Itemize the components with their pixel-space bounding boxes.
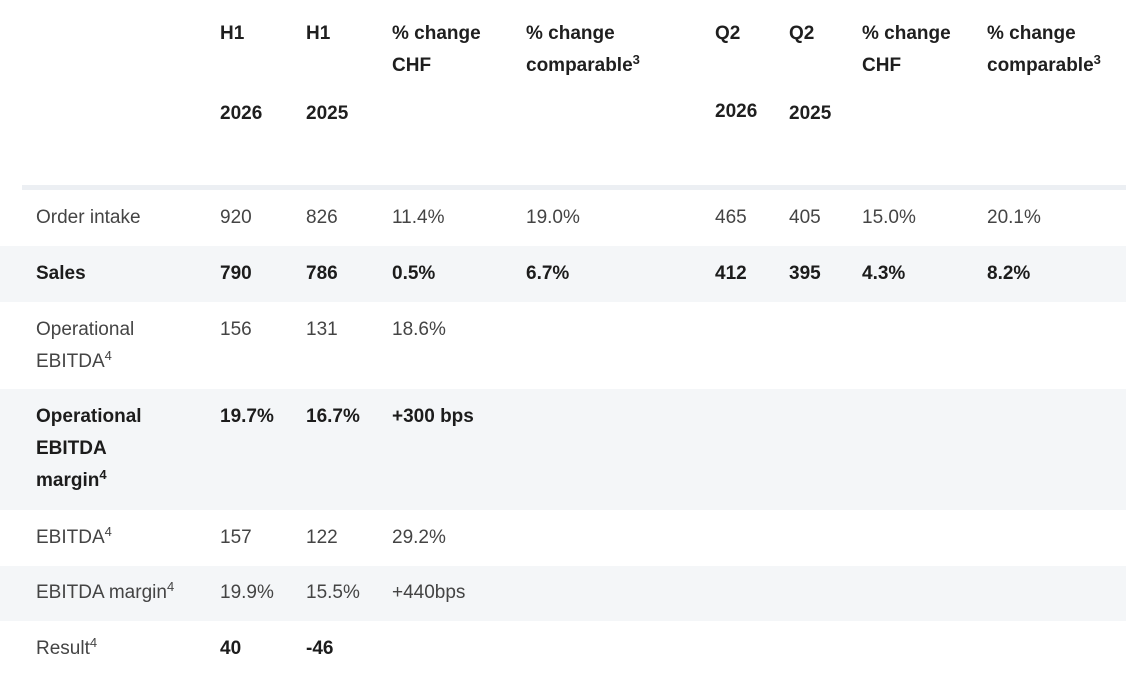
cell-h1-2026: 790 (220, 263, 252, 284)
cell-q2-2026: 465 (715, 207, 747, 228)
header-q2-2026: Q2 2026 (715, 23, 758, 122)
row-label: EBITDA margin4 (36, 579, 175, 603)
table-row-ebitda: EBITDA4 157 122 29.2% (0, 510, 1126, 566)
cell-q2-2025: 405 (789, 207, 821, 228)
row-label: EBITDA4 (36, 524, 112, 548)
row-label: Result4 (36, 635, 98, 659)
table-row-ebitda-margin: EBITDA margin4 19.9% 15.5% +440bps (0, 566, 1126, 621)
header-pct-change-comparable-q2: % change comparable3 (987, 23, 1101, 76)
row-label: Operational EBITDA4 (36, 319, 135, 372)
cell-h1-2026: 156 (220, 319, 252, 340)
cell-q2-2026: 412 (715, 263, 747, 284)
cell-pct-change-comparable-q2: 8.2% (987, 263, 1031, 284)
table-row-order-intake: Order intake 920 826 11.4% 19.0% 465 405… (0, 190, 1126, 246)
cell-pct-change-chf-h1: 0.5% (392, 263, 436, 284)
row-label: Order intake (36, 207, 141, 228)
cell-h1-2026: 157 (220, 527, 252, 548)
header-pct-change-comparable-h1: % change comparable3 (526, 23, 640, 76)
cell-h1-2025: 16.7% (306, 406, 360, 427)
cell-h1-2025: 826 (306, 207, 338, 228)
cell-pct-change-chf-h1: 29.2% (392, 527, 446, 548)
cell-pct-change-comparable-h1: 6.7% (526, 263, 570, 284)
cell-pct-change-chf-h1: +440bps (392, 582, 466, 603)
row-label: Operational EBITDA margin4 (36, 406, 142, 491)
cell-pct-change-chf-h1: 18.6% (392, 319, 446, 340)
table-header: H1 2026 H1 2025 % change CHF % change co… (0, 0, 1126, 188)
table-row-operational-ebitda-margin: Operational EBITDA margin4 19.7% 16.7% +… (0, 389, 1126, 510)
cell-pct-change-comparable-h1: 19.0% (526, 207, 580, 228)
cell-h1-2025: -46 (306, 638, 334, 659)
header-pct-change-chf-h1: % change CHF (392, 23, 481, 76)
header-pct-change-chf-q2: % change CHF (862, 23, 951, 76)
cell-q2-2025: 395 (789, 263, 821, 284)
table-row-operational-ebitda: Operational EBITDA4 156 131 18.6% (0, 302, 1126, 389)
cell-h1-2025: 786 (306, 263, 338, 284)
row-label: Sales (36, 263, 86, 284)
cell-h1-2025: 131 (306, 319, 338, 340)
cell-h1-2026: 19.7% (220, 406, 274, 427)
cell-pct-change-comparable-q2: 20.1% (987, 207, 1041, 228)
cell-pct-change-chf-h1: +300 bps (392, 406, 474, 427)
table-row-result: Result4 40 -46 (0, 621, 1126, 677)
cell-pct-change-chf-h1: 11.4% (392, 207, 445, 228)
cell-h1-2026: 920 (220, 207, 252, 228)
cell-h1-2025: 15.5% (306, 582, 360, 603)
cell-h1-2026: 40 (220, 638, 242, 659)
table-row-sales: Sales 790 786 0.5% 6.7% 412 395 4.3% 8.2… (0, 246, 1126, 302)
cell-h1-2026: 19.9% (220, 582, 274, 603)
cell-pct-change-chf-q2: 4.3% (862, 263, 906, 284)
header-divider (22, 185, 1126, 190)
header-h1-2026: H1 2026 (220, 23, 263, 124)
cell-h1-2025: 122 (306, 527, 338, 548)
header-h1-2025: H1 2025 (306, 23, 349, 124)
header-q2-2025: Q2 2025 (789, 23, 832, 124)
cell-pct-change-chf-q2: 15.0% (862, 207, 916, 228)
